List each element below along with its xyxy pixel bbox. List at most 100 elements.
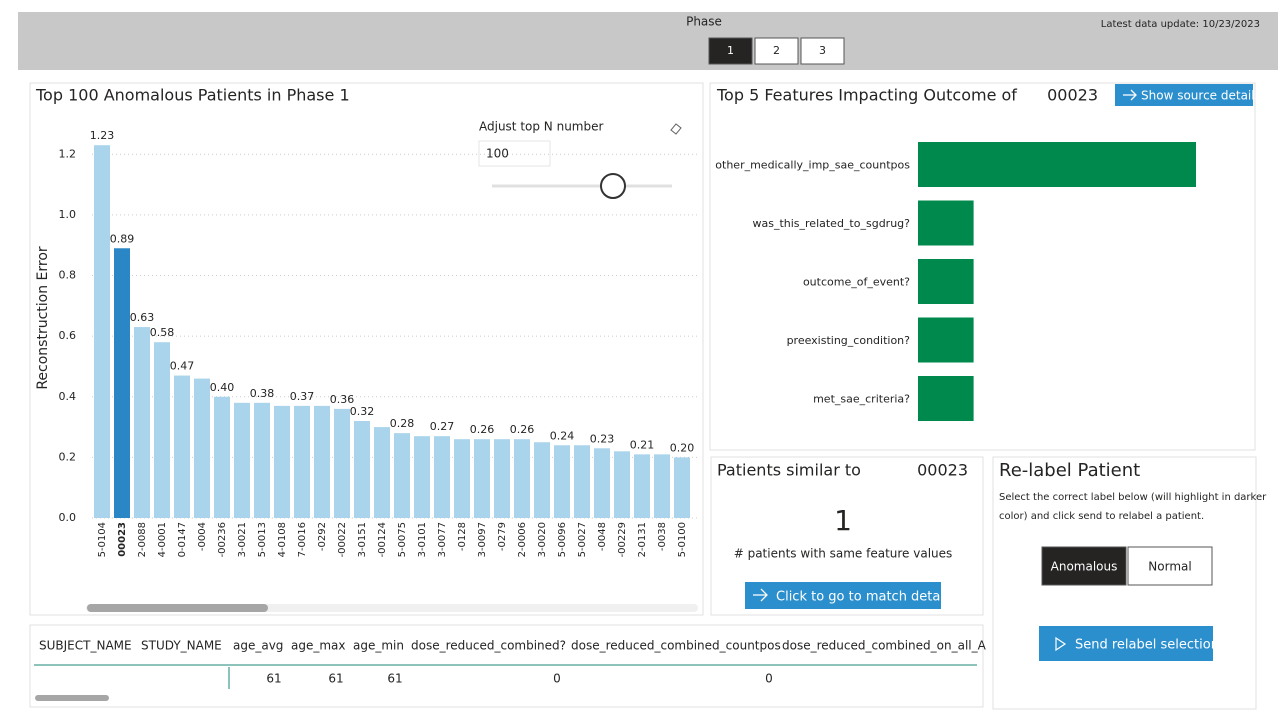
bar[interactable] [574, 445, 590, 518]
bar[interactable] [154, 342, 170, 518]
column-header: dose_reduced_combined_on_all_A [782, 639, 987, 653]
arrow-icon [1123, 89, 1137, 101]
x-tick-label: -00236 [217, 522, 228, 557]
label-option[interactable] [1041, 546, 1127, 586]
bar[interactable] [94, 145, 110, 518]
y-tick-label: 1.2 [59, 147, 77, 160]
bar[interactable] [918, 259, 974, 304]
header-bar [18, 12, 1278, 70]
column-header: STUDY_NAME [141, 639, 222, 653]
data-label: 0.36 [330, 393, 355, 406]
bar[interactable] [374, 427, 390, 518]
bar[interactable] [234, 402, 250, 518]
data-label: 0.89 [110, 232, 135, 245]
bar[interactable] [414, 436, 430, 518]
similar-description: # patients with same feature values [734, 547, 953, 561]
table-cell: 61 [328, 672, 343, 686]
bar[interactable] [494, 439, 510, 518]
phase-button[interactable] [800, 37, 845, 65]
bar[interactable] [434, 436, 450, 518]
bar[interactable] [254, 402, 270, 518]
x-tick-label: 0-0147 [177, 522, 188, 557]
table-cell: 61 [387, 672, 402, 686]
phase-button[interactable] [708, 37, 753, 65]
send-button-label: Send relabel selection [1075, 638, 1219, 653]
column-header: age_avg [233, 639, 283, 653]
data-label: 0.32 [350, 405, 375, 418]
bar[interactable] [294, 405, 310, 518]
match-button[interactable] [745, 582, 941, 609]
x-tick-label: -0038 [657, 522, 668, 551]
eraser-icon[interactable] [670, 123, 682, 135]
y-tick-label: other_medically_imp_sae_countpos [715, 159, 910, 172]
bar[interactable] [918, 376, 974, 421]
x-tick-label: 5-0013 [257, 522, 268, 557]
phase-button-label: 2 [773, 44, 780, 57]
bar[interactable] [354, 421, 370, 518]
panel [709, 82, 1256, 451]
number-input[interactable] [478, 140, 551, 167]
send-button[interactable] [1039, 626, 1213, 661]
bar[interactable] [394, 433, 410, 518]
similar-count: 1 [834, 504, 852, 537]
label-option-text: Normal [1148, 560, 1191, 574]
x-tick-label: -00022 [337, 522, 348, 557]
bar[interactable] [454, 439, 470, 518]
source-button[interactable] [1115, 84, 1253, 106]
data-label: 0.26 [470, 423, 495, 436]
bar[interactable] [534, 442, 550, 518]
bar[interactable] [274, 405, 290, 518]
relabel-description: Select the correct label below (will hig… [999, 492, 1267, 503]
send-icon [1055, 636, 1067, 652]
match-button-label: Click to go to match details [776, 590, 955, 605]
x-tick-label: -0004 [197, 522, 208, 551]
bar[interactable] [334, 408, 350, 518]
x-tick-label: 4-0001 [157, 522, 168, 557]
data-label: 0.47 [170, 360, 195, 373]
y-tick-label: 0.8 [59, 269, 77, 282]
label-option[interactable] [1127, 546, 1213, 586]
y-tick-label: 0.6 [59, 329, 77, 342]
x-tick-label: 5-0075 [397, 522, 408, 557]
x-tick-label: -00229 [617, 522, 628, 557]
x-tick-label: 5-0027 [577, 522, 588, 557]
chart-title: Top 5 Features Impacting Outcome of [716, 86, 1017, 105]
panel [29, 624, 984, 708]
relabel-description: color) and click send to relabel a patie… [999, 511, 1204, 522]
bar[interactable] [918, 142, 1196, 187]
bar[interactable] [314, 405, 330, 518]
x-tick-label: 5-0096 [557, 522, 568, 557]
bar[interactable] [614, 451, 630, 518]
table-scrollbar[interactable] [35, 695, 109, 701]
bar[interactable] [674, 457, 690, 518]
bar[interactable] [174, 375, 190, 518]
arrow-icon [753, 588, 768, 602]
y-axis-label: Reconstruction Error [35, 246, 51, 390]
column-header: SUBJECT_NAME [39, 639, 132, 653]
bar[interactable] [918, 317, 974, 363]
bar[interactable] [594, 448, 610, 518]
data-label: 1.23 [90, 129, 115, 142]
bar[interactable] [134, 327, 150, 518]
y-tick-label: met_sae_criteria? [813, 393, 910, 406]
x-tick-label: 3-0021 [237, 522, 248, 557]
bar[interactable] [214, 396, 230, 518]
phase-button[interactable] [754, 37, 799, 65]
bar[interactable] [514, 439, 530, 518]
bar[interactable] [194, 378, 210, 518]
bar[interactable] [634, 454, 650, 518]
x-tick-label: 5-0104 [97, 522, 108, 557]
slider-handle[interactable] [600, 173, 626, 199]
bar[interactable] [554, 445, 570, 518]
x-tick-label: -00124 [377, 522, 388, 557]
number-input-value: 100 [486, 147, 509, 161]
bar[interactable] [654, 454, 670, 518]
bar[interactable] [918, 200, 974, 246]
chart-title: Top 100 Anomalous Patients in Phase 1 [35, 86, 350, 105]
scrollbar-thumb[interactable] [87, 604, 268, 612]
chart-subject: 00023 [1047, 86, 1098, 105]
bar[interactable] [474, 439, 490, 518]
bar[interactable] [114, 248, 130, 518]
